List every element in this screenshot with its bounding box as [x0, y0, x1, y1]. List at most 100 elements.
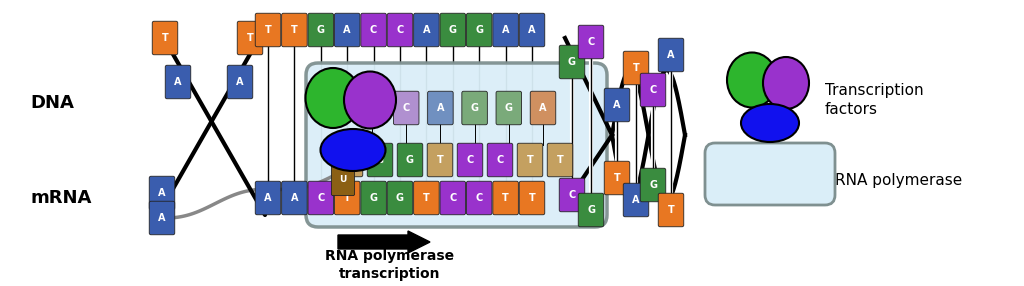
- Ellipse shape: [321, 129, 385, 171]
- Text: T: T: [668, 205, 675, 215]
- FancyBboxPatch shape: [493, 13, 518, 47]
- FancyBboxPatch shape: [282, 181, 307, 215]
- FancyBboxPatch shape: [360, 13, 386, 47]
- FancyBboxPatch shape: [487, 143, 513, 177]
- FancyBboxPatch shape: [467, 181, 492, 215]
- Text: A: A: [343, 25, 351, 35]
- FancyBboxPatch shape: [308, 13, 334, 47]
- Text: C: C: [396, 25, 403, 35]
- Text: A: A: [613, 100, 621, 110]
- Text: G: G: [449, 25, 457, 35]
- Text: G: G: [587, 205, 595, 215]
- FancyBboxPatch shape: [414, 13, 439, 47]
- FancyBboxPatch shape: [440, 181, 466, 215]
- FancyBboxPatch shape: [387, 181, 413, 215]
- Text: C: C: [475, 193, 483, 203]
- FancyBboxPatch shape: [705, 143, 835, 205]
- Text: C: C: [649, 85, 656, 95]
- FancyBboxPatch shape: [282, 13, 307, 47]
- FancyBboxPatch shape: [517, 143, 543, 177]
- Ellipse shape: [727, 53, 777, 108]
- Text: A: A: [423, 25, 430, 35]
- FancyBboxPatch shape: [335, 13, 360, 47]
- Text: T: T: [526, 155, 534, 165]
- Text: U: U: [339, 176, 347, 184]
- Text: T: T: [436, 155, 443, 165]
- FancyBboxPatch shape: [332, 164, 354, 196]
- Text: A: A: [159, 188, 166, 198]
- FancyBboxPatch shape: [624, 183, 649, 217]
- Text: DNA: DNA: [30, 94, 74, 112]
- FancyBboxPatch shape: [519, 181, 545, 215]
- FancyBboxPatch shape: [658, 193, 684, 227]
- Text: A: A: [291, 193, 298, 203]
- FancyBboxPatch shape: [337, 143, 362, 177]
- FancyArrow shape: [338, 231, 430, 253]
- FancyBboxPatch shape: [493, 181, 518, 215]
- FancyBboxPatch shape: [530, 91, 556, 125]
- Text: C: C: [497, 155, 504, 165]
- FancyBboxPatch shape: [227, 65, 253, 99]
- Text: T: T: [613, 173, 621, 183]
- FancyBboxPatch shape: [579, 25, 604, 59]
- Text: G: G: [376, 155, 384, 165]
- Text: T: T: [291, 25, 298, 35]
- FancyBboxPatch shape: [559, 178, 585, 212]
- Text: G: G: [568, 57, 575, 67]
- FancyBboxPatch shape: [150, 201, 175, 235]
- FancyBboxPatch shape: [579, 193, 604, 227]
- FancyBboxPatch shape: [519, 13, 545, 47]
- FancyBboxPatch shape: [414, 181, 439, 215]
- Text: A: A: [668, 50, 675, 60]
- Text: G: G: [396, 193, 404, 203]
- Text: G: G: [370, 193, 378, 203]
- Text: A: A: [264, 193, 271, 203]
- Text: T: T: [528, 193, 536, 203]
- FancyBboxPatch shape: [397, 143, 423, 177]
- FancyBboxPatch shape: [658, 38, 684, 72]
- Text: T: T: [162, 33, 168, 43]
- FancyBboxPatch shape: [387, 13, 413, 47]
- FancyBboxPatch shape: [496, 91, 521, 125]
- Text: C: C: [568, 190, 575, 200]
- Ellipse shape: [344, 72, 396, 128]
- Text: C: C: [588, 37, 595, 47]
- Text: A: A: [540, 103, 547, 113]
- Text: T: T: [344, 193, 350, 203]
- FancyBboxPatch shape: [458, 143, 482, 177]
- FancyBboxPatch shape: [640, 73, 666, 107]
- FancyBboxPatch shape: [360, 181, 386, 215]
- Text: G: G: [316, 25, 325, 35]
- Text: G: G: [406, 155, 414, 165]
- FancyBboxPatch shape: [165, 65, 190, 99]
- FancyBboxPatch shape: [153, 21, 178, 55]
- Text: T: T: [502, 193, 509, 203]
- Text: mRNA: mRNA: [30, 189, 91, 207]
- Text: C: C: [402, 103, 410, 113]
- Text: A: A: [436, 103, 444, 113]
- Text: A: A: [632, 195, 640, 205]
- FancyBboxPatch shape: [335, 181, 360, 215]
- FancyBboxPatch shape: [640, 168, 666, 202]
- FancyBboxPatch shape: [150, 176, 175, 210]
- Text: RNA polymerase: RNA polymerase: [835, 172, 963, 188]
- FancyBboxPatch shape: [427, 143, 453, 177]
- Text: G: G: [649, 180, 657, 190]
- Text: T: T: [264, 25, 271, 35]
- Text: C: C: [466, 155, 474, 165]
- Text: C: C: [369, 103, 376, 113]
- FancyBboxPatch shape: [440, 13, 466, 47]
- FancyBboxPatch shape: [368, 143, 393, 177]
- Text: Transcription
factors: Transcription factors: [825, 83, 924, 117]
- Ellipse shape: [741, 104, 799, 142]
- Ellipse shape: [305, 68, 360, 128]
- FancyBboxPatch shape: [462, 91, 487, 125]
- FancyBboxPatch shape: [604, 88, 630, 122]
- FancyBboxPatch shape: [428, 91, 454, 125]
- Text: A: A: [237, 77, 244, 87]
- Text: A: A: [502, 25, 509, 35]
- FancyBboxPatch shape: [467, 13, 492, 47]
- Ellipse shape: [763, 57, 809, 109]
- FancyBboxPatch shape: [393, 91, 419, 125]
- Text: G: G: [471, 103, 478, 113]
